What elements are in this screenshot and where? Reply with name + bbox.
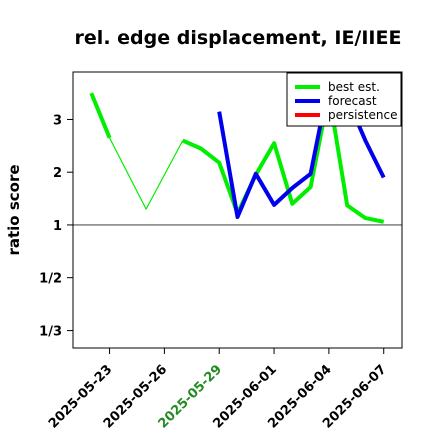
y-tick-label: 3 bbox=[53, 113, 62, 128]
chart-title: rel. edge displacement, IE/IIEE bbox=[75, 27, 402, 49]
legend-label: persistence bbox=[328, 108, 397, 122]
legend-label: forecast bbox=[328, 94, 377, 108]
series-line-best-est-0 bbox=[89, 92, 112, 139]
y-tick-label: 1 bbox=[53, 219, 62, 234]
legend-label: best est. bbox=[328, 80, 380, 94]
y-tick-label: 1/3 bbox=[39, 325, 62, 340]
plot-frame bbox=[72, 71, 403, 349]
y-axis-label: ratio score bbox=[5, 164, 23, 255]
series-line-best-est-1 bbox=[109, 137, 184, 210]
y-tick-label: 2 bbox=[53, 166, 62, 181]
y-tick-label: 1/2 bbox=[39, 272, 62, 287]
series-line-best-est-2 bbox=[181, 91, 385, 224]
